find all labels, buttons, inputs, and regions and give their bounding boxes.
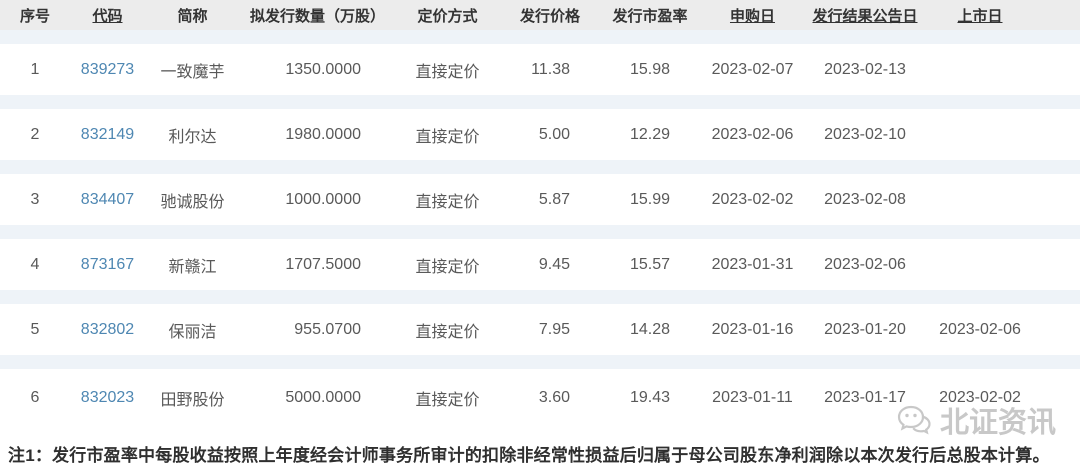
cell-result-date: 2023-01-20 bbox=[805, 290, 925, 362]
cell-quantity: 955.0700 bbox=[240, 290, 395, 362]
cell-name: 田野股份 bbox=[145, 355, 240, 427]
cell-subscribe-date: 2023-02-06 bbox=[700, 95, 805, 167]
col-header-seq: 序号 bbox=[0, 0, 70, 37]
cell-issue-price: 7.95 bbox=[500, 290, 600, 362]
cell-list-date: 2023-02-02 bbox=[925, 355, 1035, 427]
cell-pricing-method: 直接定价 bbox=[395, 160, 500, 232]
cell-result-date: 2023-01-17 bbox=[805, 355, 925, 427]
cell-spacer bbox=[1035, 95, 1080, 167]
cell-spacer bbox=[1035, 290, 1080, 362]
table-row: 2 832149 利尔达 1980.0000 直接定价 5.00 12.29 2… bbox=[0, 95, 1080, 167]
cell-result-date: 2023-02-08 bbox=[805, 160, 925, 232]
cell-issue-price: 5.00 bbox=[500, 95, 600, 167]
cell-pe-ratio: 14.28 bbox=[600, 290, 700, 362]
cell-pe-ratio: 15.57 bbox=[600, 225, 700, 297]
cell-code-link[interactable]: 873167 bbox=[70, 225, 145, 297]
cell-subscribe-date: 2023-01-31 bbox=[700, 225, 805, 297]
col-header-code[interactable]: 代码 bbox=[70, 0, 145, 37]
cell-result-date: 2023-02-06 bbox=[805, 225, 925, 297]
col-header-spacer bbox=[1035, 0, 1080, 37]
cell-spacer bbox=[1035, 30, 1080, 102]
cell-spacer bbox=[1035, 225, 1080, 297]
cell-name: 驰诚股份 bbox=[145, 160, 240, 232]
cell-pe-ratio: 12.29 bbox=[600, 95, 700, 167]
table-header-row: 序号 代码 简称 拟发行数量（万股） 定价方式 发行价格 发行市盈率 申购日 发… bbox=[0, 0, 1080, 37]
cell-pricing-method: 直接定价 bbox=[395, 290, 500, 362]
col-header-quantity: 拟发行数量（万股） bbox=[240, 0, 395, 37]
cell-pricing-method: 直接定价 bbox=[395, 355, 500, 427]
cell-pricing-method: 直接定价 bbox=[395, 95, 500, 167]
cell-issue-price: 9.45 bbox=[500, 225, 600, 297]
cell-pe-ratio: 15.99 bbox=[600, 160, 700, 232]
col-header-pe-ratio: 发行市盈率 bbox=[600, 0, 700, 37]
cell-issue-price: 11.38 bbox=[500, 30, 600, 102]
cell-quantity: 1707.5000 bbox=[240, 225, 395, 297]
table-row: 6 832023 田野股份 5000.0000 直接定价 3.60 19.43 … bbox=[0, 355, 1080, 427]
table-body: 1 839273 一致魔芋 1350.0000 直接定价 11.38 15.98… bbox=[0, 30, 1080, 427]
cell-quantity: 5000.0000 bbox=[240, 355, 395, 427]
col-header-name: 简称 bbox=[145, 0, 240, 37]
cell-seq: 4 bbox=[0, 225, 70, 297]
cell-result-date: 2023-02-13 bbox=[805, 30, 925, 102]
footnote: 注1：发行市盈率中每股收益按照上年度经会计师事务所审计的扣除非经常性损益后归属于… bbox=[8, 446, 1050, 465]
cell-subscribe-date: 2023-02-02 bbox=[700, 160, 805, 232]
cell-list-date bbox=[925, 225, 1035, 297]
col-header-result-date[interactable]: 发行结果公告日 bbox=[805, 0, 925, 37]
cell-quantity: 1350.0000 bbox=[240, 30, 395, 102]
cell-spacer bbox=[1035, 160, 1080, 232]
cell-name: 利尔达 bbox=[145, 95, 240, 167]
cell-subscribe-date: 2023-01-11 bbox=[700, 355, 805, 427]
cell-seq: 5 bbox=[0, 290, 70, 362]
cell-seq: 1 bbox=[0, 30, 70, 102]
cell-seq: 6 bbox=[0, 355, 70, 427]
col-header-list-date[interactable]: 上市日 bbox=[925, 0, 1035, 37]
cell-quantity: 1980.0000 bbox=[240, 95, 395, 167]
col-header-pricing-method: 定价方式 bbox=[395, 0, 500, 37]
cell-subscribe-date: 2023-02-07 bbox=[700, 30, 805, 102]
cell-pe-ratio: 19.43 bbox=[600, 355, 700, 427]
cell-issue-price: 5.87 bbox=[500, 160, 600, 232]
cell-subscribe-date: 2023-01-16 bbox=[700, 290, 805, 362]
cell-code-link[interactable]: 832023 bbox=[70, 355, 145, 427]
cell-code-link[interactable]: 839273 bbox=[70, 30, 145, 102]
cell-code-link[interactable]: 832802 bbox=[70, 290, 145, 362]
cell-result-date: 2023-02-10 bbox=[805, 95, 925, 167]
table-row: 5 832802 保丽洁 955.0700 直接定价 7.95 14.28 20… bbox=[0, 290, 1080, 362]
cell-code-link[interactable]: 832149 bbox=[70, 95, 145, 167]
ipo-table: 序号 代码 简称 拟发行数量（万股） 定价方式 发行价格 发行市盈率 申购日 发… bbox=[0, 0, 1080, 427]
col-header-issue-price: 发行价格 bbox=[500, 0, 600, 37]
cell-seq: 3 bbox=[0, 160, 70, 232]
cell-list-date bbox=[925, 30, 1035, 102]
cell-name: 保丽洁 bbox=[145, 290, 240, 362]
cell-name: 一致魔芋 bbox=[145, 30, 240, 102]
cell-pe-ratio: 15.98 bbox=[600, 30, 700, 102]
cell-code-link[interactable]: 834407 bbox=[70, 160, 145, 232]
cell-name: 新赣江 bbox=[145, 225, 240, 297]
cell-list-date: 2023-02-06 bbox=[925, 290, 1035, 362]
table-row: 1 839273 一致魔芋 1350.0000 直接定价 11.38 15.98… bbox=[0, 30, 1080, 102]
cell-seq: 2 bbox=[0, 95, 70, 167]
cell-issue-price: 3.60 bbox=[500, 355, 600, 427]
cell-pricing-method: 直接定价 bbox=[395, 225, 500, 297]
col-header-subscribe-date[interactable]: 申购日 bbox=[700, 0, 805, 37]
cell-pricing-method: 直接定价 bbox=[395, 30, 500, 102]
cell-quantity: 1000.0000 bbox=[240, 160, 395, 232]
cell-spacer bbox=[1035, 355, 1080, 427]
cell-list-date bbox=[925, 95, 1035, 167]
cell-list-date bbox=[925, 160, 1035, 232]
table-row: 3 834407 驰诚股份 1000.0000 直接定价 5.87 15.99 … bbox=[0, 160, 1080, 232]
table-row: 4 873167 新赣江 1707.5000 直接定价 9.45 15.57 2… bbox=[0, 225, 1080, 297]
